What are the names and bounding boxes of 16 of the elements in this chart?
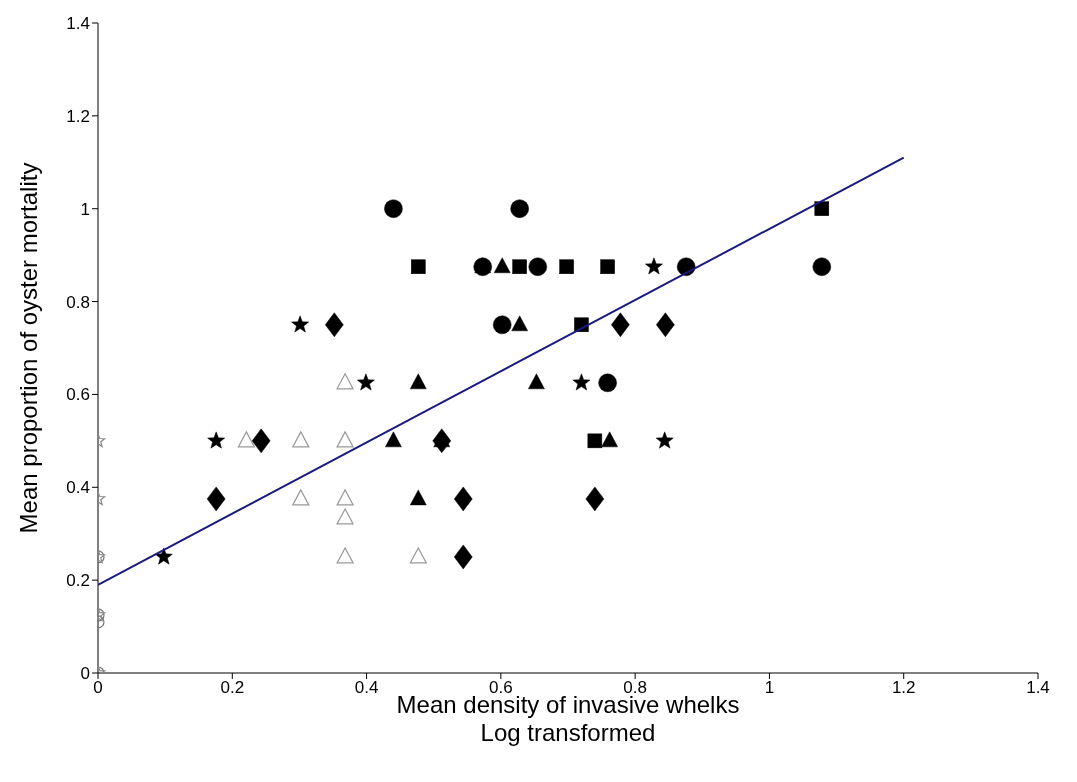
y-tick-label: 0 [80, 664, 90, 684]
y-tick-label: 0.8 [66, 292, 90, 312]
y-tick-label: 0.2 [66, 571, 90, 591]
y-tick-label: 1.2 [66, 106, 90, 126]
y-tick-label: 0.4 [66, 478, 90, 498]
x-tick-label: 0.4 [354, 678, 379, 698]
y-tick-label: 1.4 [66, 14, 90, 34]
x-tick-label: 0.2 [220, 678, 245, 698]
y-tick-label: 0.6 [66, 385, 90, 405]
y-axis-title: Mean proportion of oyster mortality [14, 162, 42, 534]
x-tick-label: 0.6 [489, 678, 513, 698]
x-tick-label: 1.4 [1026, 678, 1050, 698]
y-tick-label: 1 [80, 199, 90, 219]
x-tick-label: 0 [93, 678, 103, 698]
x-tick-label: 1 [764, 678, 775, 698]
x-tick-label: 1.2 [891, 678, 916, 698]
